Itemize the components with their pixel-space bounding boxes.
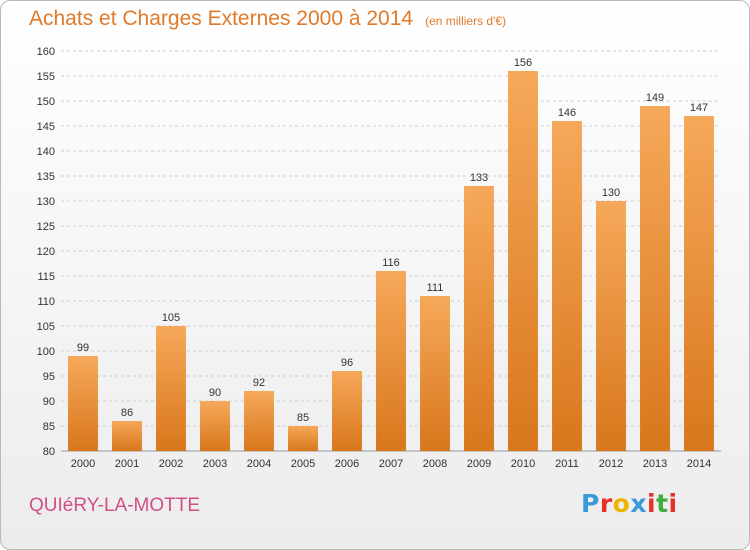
proxiti-logo: Proxiti (581, 489, 678, 518)
y-tick-label: 135 (37, 171, 55, 183)
bar (376, 271, 406, 451)
x-tick-label: 2011 (555, 458, 579, 470)
bar-value-label: 147 (690, 102, 708, 114)
x-tick-label: 2000 (71, 458, 95, 470)
logo-letter: t (656, 489, 669, 518)
bar-value-label: 86 (121, 407, 133, 419)
bar-value-label: 96 (341, 357, 353, 369)
bar (332, 371, 362, 451)
x-tick-label: 2012 (599, 458, 623, 470)
y-tick-label: 145 (37, 121, 55, 133)
bar (596, 201, 626, 451)
bar-value-label: 156 (514, 57, 532, 69)
bar-value-label: 92 (253, 377, 265, 389)
logo-letter: P (581, 489, 600, 518)
y-tick-label: 95 (43, 371, 55, 383)
bar-value-label: 146 (558, 107, 576, 119)
bar (112, 421, 142, 451)
y-tick-label: 80 (43, 446, 55, 458)
bar-value-label: 130 (602, 187, 620, 199)
bar (68, 356, 98, 451)
logo-letter: i (647, 489, 657, 518)
bar-value-label: 90 (209, 387, 221, 399)
y-tick-label: 155 (37, 71, 55, 83)
y-tick-label: 110 (37, 296, 55, 308)
bar (640, 106, 670, 451)
bar (156, 326, 186, 451)
y-tick-label: 160 (37, 46, 55, 58)
commune-name: QUIéRY-LA-MOTTE (29, 495, 201, 516)
bar (464, 186, 494, 451)
x-tick-label: 2004 (247, 458, 271, 470)
value-labels: 99 86 105 90 92 85 96 116 111 133 156 146 130 149 147 (77, 57, 708, 424)
bar (420, 296, 450, 451)
logo-letter: o (612, 489, 631, 518)
y-tick-label: 85 (43, 421, 55, 433)
y-tick-label: 130 (37, 196, 55, 208)
x-tick-label: 2001 (115, 458, 139, 470)
y-tick-label: 105 (37, 321, 55, 333)
logo-letter: r (599, 489, 613, 518)
y-tick-label: 100 (37, 346, 55, 358)
bar-value-label: 149 (646, 92, 664, 104)
bar (288, 426, 318, 451)
x-tick-label: 2002 (159, 458, 183, 470)
chart-title: Achats et Charges Externes 2000 à 2014 (e… (29, 7, 506, 31)
bars (68, 71, 714, 451)
y-tick-label: 125 (37, 221, 55, 233)
bar (200, 401, 230, 451)
x-tick-label: 2008 (423, 458, 447, 470)
bar-value-label: 105 (162, 312, 180, 324)
bar-value-label: 111 (427, 282, 444, 294)
y-tick-label: 115 (37, 271, 55, 283)
y-tick-label: 120 (37, 246, 55, 258)
x-tick-label: 2005 (291, 458, 315, 470)
y-tick-label: 150 (37, 96, 55, 108)
chart-title-text: Achats et Charges Externes 2000 à 2014 (29, 7, 414, 30)
bar (552, 121, 582, 451)
x-tick-label: 2009 (467, 458, 491, 470)
x-tick-label: 2007 (379, 458, 403, 470)
bar-value-label: 99 (77, 342, 89, 354)
x-tick-label: 2014 (687, 458, 711, 470)
bar-value-label: 116 (382, 257, 400, 269)
y-axis-ticks: 80 85 90 95 100 105 110 115 120 125 130 135 140 145 15… (37, 46, 55, 458)
x-tick-label: 2010 (511, 458, 535, 470)
y-tick-label: 90 (43, 396, 55, 408)
x-tick-label: 2013 (643, 458, 667, 470)
bar (508, 71, 538, 451)
logo-letter: x (630, 489, 647, 518)
x-axis-ticks: 2000 2001 2002 2003 2004 2005 2006 2007 2008 2009… (71, 458, 711, 470)
x-tick-label: 2006 (335, 458, 359, 470)
bar (684, 116, 714, 451)
logo-letter: i (668, 489, 678, 518)
bar (244, 391, 274, 451)
bar-value-label: 85 (297, 412, 309, 424)
bar-value-label: 133 (470, 172, 488, 184)
x-tick-label: 2003 (203, 458, 227, 470)
chart-unit: (en milliers d'€) (425, 14, 507, 28)
y-tick-label: 140 (37, 146, 55, 158)
